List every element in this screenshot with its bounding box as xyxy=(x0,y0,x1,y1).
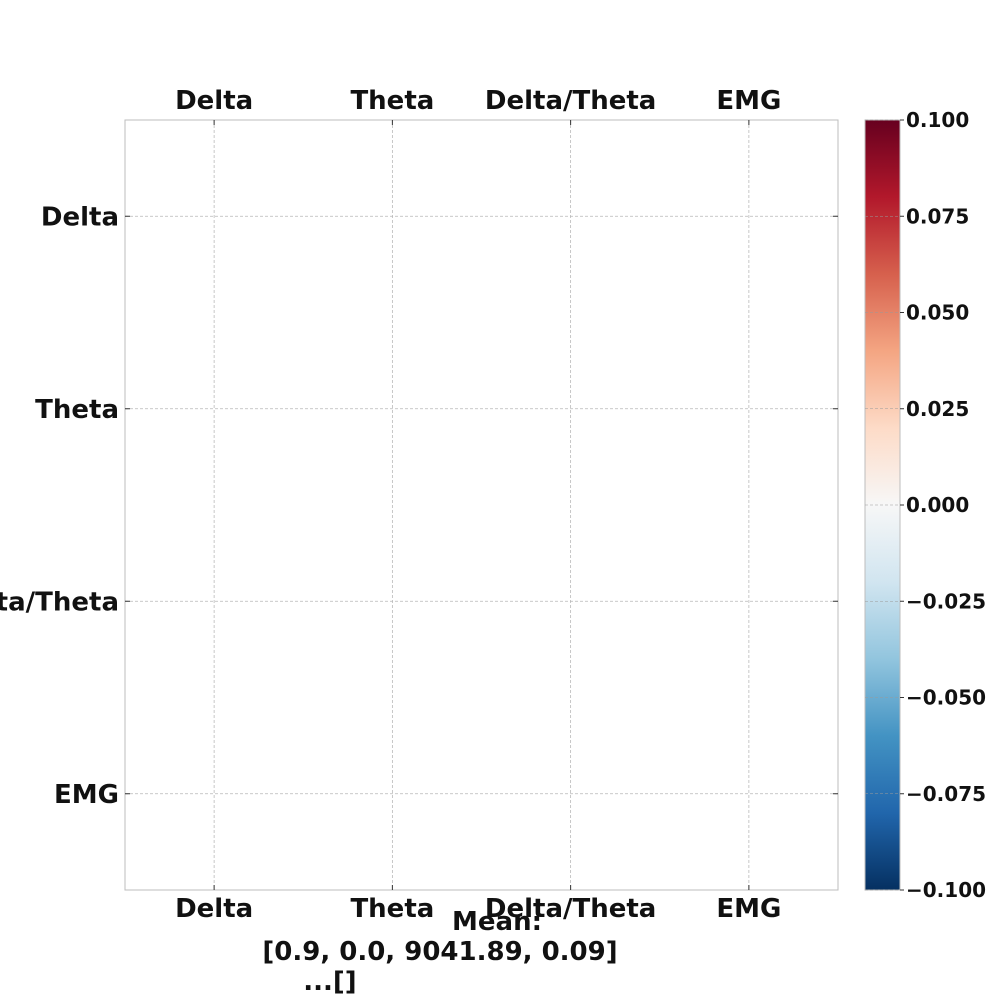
y-tick-label: Theta xyxy=(35,395,119,425)
x-tick-label-top: Delta/Theta xyxy=(485,86,656,116)
colorbar-tick-label: 0.050 xyxy=(906,301,969,325)
x-tick-label-bottom: Theta xyxy=(350,894,434,924)
colorbar-tick-label: 0.000 xyxy=(906,493,969,517)
x-tick-label-top: Theta xyxy=(350,86,434,116)
x-tick-label-top: Delta xyxy=(175,86,253,116)
annotation-line-3: ...[] xyxy=(303,967,356,997)
colorbar-tick-label: 0.075 xyxy=(906,204,969,228)
colorbar-tick-label: −0.075 xyxy=(906,782,986,806)
colorbar-tick-label: −0.050 xyxy=(906,686,986,710)
y-tick-label: Delta xyxy=(41,202,119,232)
x-tick-label-top: EMG xyxy=(716,86,781,116)
colorbar-tick-label: −0.025 xyxy=(906,589,986,613)
colorbar-tick-label: 0.025 xyxy=(906,397,969,421)
x-tick-label-bottom: Delta xyxy=(175,894,253,924)
colorbar-tick-label: 0.100 xyxy=(906,108,969,132)
annotation-line-2: [0.9, 0.0, 9041.89, 0.09] xyxy=(262,937,617,967)
y-tick-label: EMG xyxy=(54,780,119,810)
annotation-line-1: Mean: xyxy=(452,907,542,937)
y-tick-label: Delta/Theta xyxy=(0,587,119,617)
plot-area xyxy=(125,120,838,890)
colorbar-tick-label: −0.100 xyxy=(906,878,986,902)
x-tick-label-bottom: EMG xyxy=(716,894,781,924)
